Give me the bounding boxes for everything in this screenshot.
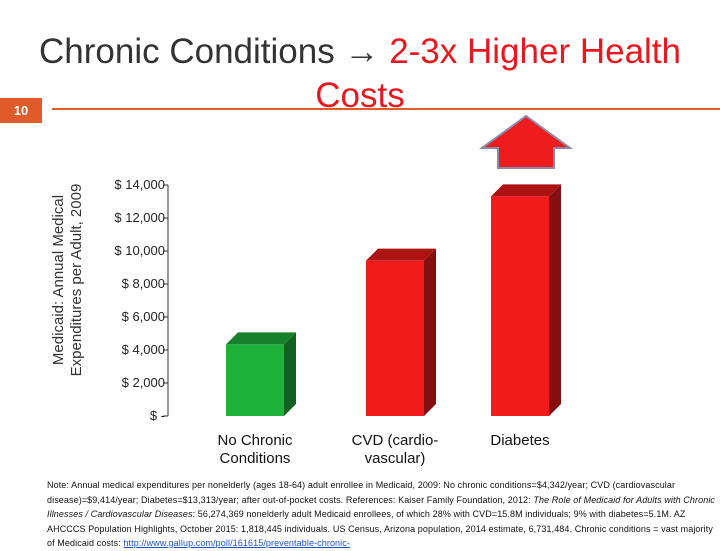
slide-number-badge: [0, 98, 42, 123]
right-arrow-icon: →: [344, 32, 380, 71]
y-tick-label: $ 6,000: [122, 309, 165, 324]
y-tick-label: $ -: [150, 408, 165, 423]
x-tick-label: Conditions: [220, 450, 291, 467]
bar-top: [491, 184, 561, 197]
bar: [491, 196, 549, 416]
footnote-italic-title: The Role of Medicaid for Adults with Chr…: [47, 494, 716, 520]
y-tick-label: $ 4,000: [122, 342, 165, 357]
bar: [366, 260, 424, 416]
bar-side: [284, 332, 296, 416]
bar: [226, 344, 284, 416]
x-tick-label: vascular): [365, 450, 426, 467]
y-tick-label: $ 10,000: [114, 243, 165, 258]
up-arrow-icon: [478, 114, 574, 169]
page-title: Chronic Conditions → 2-3x Higher Health …: [0, 30, 720, 118]
slide-number: 10: [13, 103, 29, 118]
y-tick-label: $ 14,000: [114, 177, 165, 192]
header-divider: [52, 108, 720, 110]
bar-top: [366, 248, 436, 261]
title-part-1: Chronic Conditions: [39, 32, 335, 71]
bar-side: [549, 184, 561, 416]
bar-side: [424, 248, 436, 416]
bar-top: [226, 332, 296, 345]
y-tick-label: $ 8,000: [122, 276, 165, 291]
y-tick-label: $ 2,000: [122, 375, 165, 390]
footnote-text-1: Note: Annual medical expenditures per no…: [47, 480, 676, 505]
y-tick-label: $ 12,000: [114, 210, 165, 225]
x-tick-label: Diabetes: [490, 432, 549, 449]
x-tick-label: No Chronic: [217, 432, 293, 449]
x-tick-label: CVD (cardio-: [352, 432, 439, 449]
